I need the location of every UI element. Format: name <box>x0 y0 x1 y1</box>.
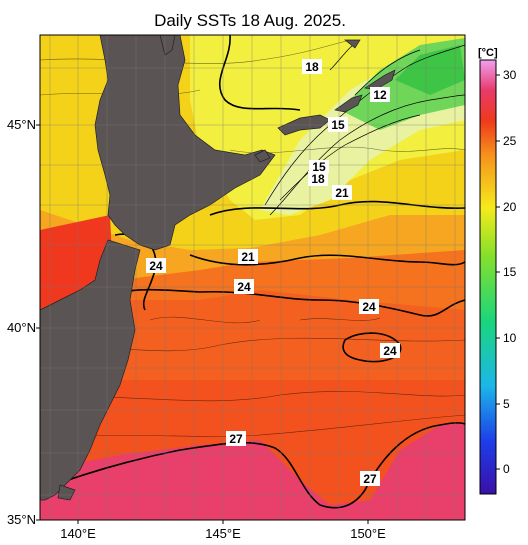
contour-label-12: 12 <box>370 87 390 102</box>
colorbar-gradient <box>479 59 497 495</box>
svg-text:12: 12 <box>373 88 387 102</box>
land <box>40 35 396 501</box>
contour-label-15-a: 15 <box>328 117 348 132</box>
contour-label-24-east: 24 <box>359 299 379 314</box>
contour-24-eddy <box>342 332 402 363</box>
lat-label-40: 40°N <box>7 320 36 335</box>
svg-text:24: 24 <box>362 300 376 314</box>
contour-label-15-b: 15 <box>309 160 329 174</box>
lon-label-145: 145°E <box>205 526 241 541</box>
lon-label-150: 150°E <box>350 526 386 541</box>
front-contours <box>264 39 465 216</box>
honshu <box>40 239 141 501</box>
graticule <box>40 35 465 520</box>
colorbar-tick-0: 0 <box>503 462 510 476</box>
kuril-island-5 <box>344 39 361 49</box>
svg-text:21: 21 <box>335 186 349 200</box>
lon-label-140: 140°E <box>60 526 96 541</box>
colorbar: [°C] 30 25 20 15 10 5 0 <box>478 47 517 495</box>
sea-hot-south <box>40 422 465 520</box>
contour-label-21-a: 21 <box>332 185 352 200</box>
kuril-island-4 <box>254 149 271 163</box>
lat-axis: 45°N 40°N 35°N <box>7 117 40 527</box>
map-frame <box>39 34 466 521</box>
contour-21 <box>189 254 465 266</box>
contour-27 <box>40 422 465 509</box>
contour-label-24-west: 24 <box>146 258 166 273</box>
contour-labels: 18 12 15 15 18 21 21 24 24 24 24 27 27 <box>146 59 400 486</box>
svg-text:21: 21 <box>241 250 255 264</box>
contour-label-24-eddy: 24 <box>380 343 400 358</box>
svg-text:27: 27 <box>229 432 243 446</box>
colorbar-tick-15: 15 <box>503 265 517 279</box>
svg-text:18: 18 <box>311 172 325 186</box>
svg-text:15: 15 <box>312 160 326 174</box>
lat-label-45: 45°N <box>7 117 36 132</box>
kuril-island-2 <box>334 94 363 113</box>
svg-text:18: 18 <box>305 60 319 74</box>
sea-dark-green-zone <box>395 45 465 95</box>
contour-label-18-south: 18 <box>308 171 328 186</box>
contour-label-27-west: 27 <box>226 431 246 446</box>
hokkaido-sakhalin <box>94 35 276 251</box>
map-title: Daily SSTs 18 Aug. 2025. <box>154 11 346 30</box>
contour-label-24-mid: 24 <box>234 279 254 294</box>
contour-label-21-b: 21 <box>238 249 258 264</box>
colorbar-tick-5: 5 <box>503 397 510 411</box>
sakhalin-tip <box>159 35 176 56</box>
svg-text:24: 24 <box>383 344 397 358</box>
lon-axis: 140°E 145°E 150°E <box>60 520 386 541</box>
colorbar-tick-30: 30 <box>503 68 517 82</box>
svg-text:27: 27 <box>363 472 377 486</box>
colorbar-tick-25: 25 <box>503 134 517 148</box>
svg-text:24: 24 <box>149 259 163 273</box>
boso-islet <box>57 484 76 501</box>
contour-label-18-north: 18 <box>302 59 322 74</box>
colorbar-tick-10: 10 <box>503 331 517 345</box>
lat-label-35: 35°N <box>7 512 36 527</box>
svg-text:24: 24 <box>237 280 251 294</box>
colorbar-tick-20: 20 <box>503 200 517 214</box>
contour-label-27-east: 27 <box>360 471 380 486</box>
colorbar-unit: [°C] <box>478 47 498 59</box>
contour-20-north <box>219 35 301 111</box>
svg-text:15: 15 <box>331 118 345 132</box>
